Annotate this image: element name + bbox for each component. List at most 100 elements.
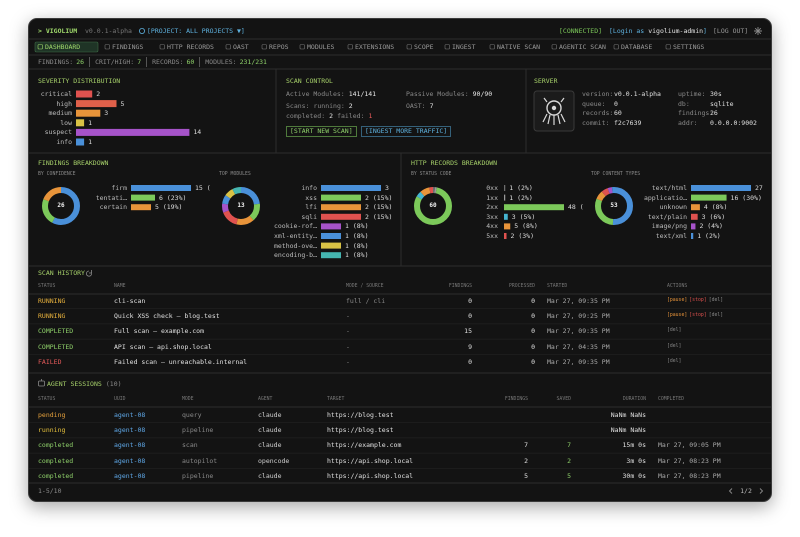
stat-label: CRIT/HIGH:	[95, 58, 135, 66]
action-button[interactable]: [del]	[708, 298, 724, 303]
donut-segment	[222, 187, 260, 225]
cell: autopilot	[182, 456, 218, 465]
bar	[321, 204, 361, 211]
action-button[interactable]: [pause]	[667, 298, 688, 303]
action-button[interactable]: [del]	[708, 313, 724, 319]
cell: -	[346, 312, 350, 321]
ingest-button[interactable]: [INGEST MORE TRAFFIC]	[361, 125, 452, 137]
bar-value: 3 (6%)	[701, 212, 726, 221]
prev-page[interactable]	[728, 488, 733, 494]
nav-tab[interactable]: SETTINGS	[673, 43, 705, 51]
bar-label: 1xx	[486, 193, 498, 202]
nav-tab[interactable]: FINDINGS	[112, 43, 144, 51]
cell: API scan — api.shop.local	[114, 342, 212, 351]
value: 90/90	[472, 90, 493, 98]
column-header: MODE / SOURCE	[346, 284, 384, 289]
bar	[504, 213, 508, 220]
dividers	[29, 38, 771, 484]
nav-tab[interactable]: DASHBOARD	[45, 43, 81, 51]
project-icon	[138, 27, 145, 34]
donut-center: 60	[429, 202, 437, 209]
stat-value: 7	[137, 58, 142, 66]
nav-icon	[551, 44, 557, 50]
login-user: vigolium-admin	[648, 27, 704, 35]
column-header: SAVED	[556, 397, 571, 402]
status: RUNNING	[38, 312, 66, 321]
pagination-page: 1/2	[740, 487, 752, 495]
settings-icon[interactable]	[754, 27, 762, 35]
nav-tab[interactable]: SCOPE	[414, 43, 434, 51]
project-selector[interactable]: [PROJECT: ALL PROJECTS ▼]	[147, 27, 245, 35]
bar	[691, 185, 751, 191]
bar-value: 1 (8%)	[345, 241, 369, 250]
cell: agent-08	[114, 411, 146, 419]
severity-label: medium	[48, 109, 72, 118]
action-button[interactable]: [del]	[667, 328, 682, 334]
bar-label: sqli	[301, 212, 317, 221]
nav-tab[interactable]: DATABASE	[621, 43, 653, 51]
cell: NaNm NaNs	[610, 411, 646, 419]
start-scan-button[interactable]: [START NEW SCAN]	[286, 125, 357, 137]
bar-value: 5 (8%)	[514, 222, 538, 231]
nav-tab[interactable]: REPOS	[269, 43, 289, 51]
bar	[321, 242, 341, 249]
stat: FINDINGS: 26	[38, 57, 84, 67]
bar-label: 2xx	[486, 203, 498, 212]
severity-bar	[76, 100, 117, 108]
panel-title: SCAN CONTROL	[286, 77, 333, 85]
nav-tab[interactable]: OAST	[233, 43, 249, 51]
action-button[interactable]: [stop]	[689, 313, 707, 319]
severity-label: critical	[40, 90, 72, 98]
next-page[interactable]	[759, 488, 764, 494]
server-label: uptime:	[678, 90, 706, 98]
severity-value: 2	[96, 90, 101, 98]
nav-tab[interactable]: INGEST	[452, 43, 476, 51]
stat-value: 231/231	[239, 58, 267, 66]
bar-value: 16 (30%)	[730, 193, 762, 202]
bar-label: lfi	[305, 203, 317, 212]
bar-value: 2 (15%)	[365, 203, 393, 212]
cell: 2	[524, 456, 528, 465]
action-button[interactable]: [del]	[667, 343, 682, 349]
bar-value: 2 (3%)	[510, 232, 534, 240]
cell: 3m 0s	[626, 456, 646, 465]
action-button[interactable]: [pause]	[667, 313, 688, 319]
nav-tab[interactable]: HTTP RECORDS	[167, 43, 214, 51]
cell: claude	[258, 471, 282, 480]
panel-title: FINDINGS BREAKDOWN	[38, 159, 109, 167]
panel-title: SERVER	[534, 77, 558, 85]
refresh-icon[interactable]	[86, 270, 93, 277]
chart-subtitle: BY CONFIDENCE	[38, 172, 76, 177]
nav-tab[interactable]: MODULES	[307, 43, 335, 51]
cell: 30m 0s	[622, 471, 646, 480]
column-header: STATUS	[38, 284, 56, 289]
status: completed	[38, 471, 74, 480]
bar-value: 1 (8%)	[345, 232, 369, 240]
nav-icon	[444, 44, 450, 50]
severity-label: high	[56, 99, 72, 108]
cell: Mar 27, 09:35 PM	[547, 357, 610, 366]
bar-value: 1 (2%)	[509, 184, 533, 192]
nav-tab[interactable]: NATIVE SCAN	[497, 43, 541, 51]
nav-icon	[37, 44, 43, 50]
action-button[interactable]: [stop]	[689, 298, 707, 303]
column-header: COMPLETED	[658, 397, 684, 402]
donut-center: 53	[610, 202, 618, 209]
cell: Mar 27, 08:23 PM	[658, 456, 721, 465]
status: completed	[38, 441, 74, 450]
panel-title: SEVERITY DISTRIBUTION	[38, 77, 121, 85]
nav-tab[interactable]: EXTENSIONS	[355, 43, 395, 51]
active-tab	[34, 41, 99, 53]
login-suffix: ]	[703, 27, 707, 35]
cell: agent-08	[114, 441, 146, 450]
bar	[691, 223, 696, 230]
action-button[interactable]: [del]	[667, 358, 682, 364]
server-label: version:	[582, 90, 614, 98]
severity-label: low	[60, 118, 72, 127]
cell: NaNm NaNs	[610, 426, 646, 435]
cell: agent-08	[114, 471, 146, 480]
nav-tab[interactable]: AGENTIC SCAN	[559, 43, 606, 51]
bar	[131, 204, 151, 211]
status: COMPLETED	[38, 342, 74, 351]
logout-button[interactable]: [LOG OUT]	[713, 27, 749, 35]
